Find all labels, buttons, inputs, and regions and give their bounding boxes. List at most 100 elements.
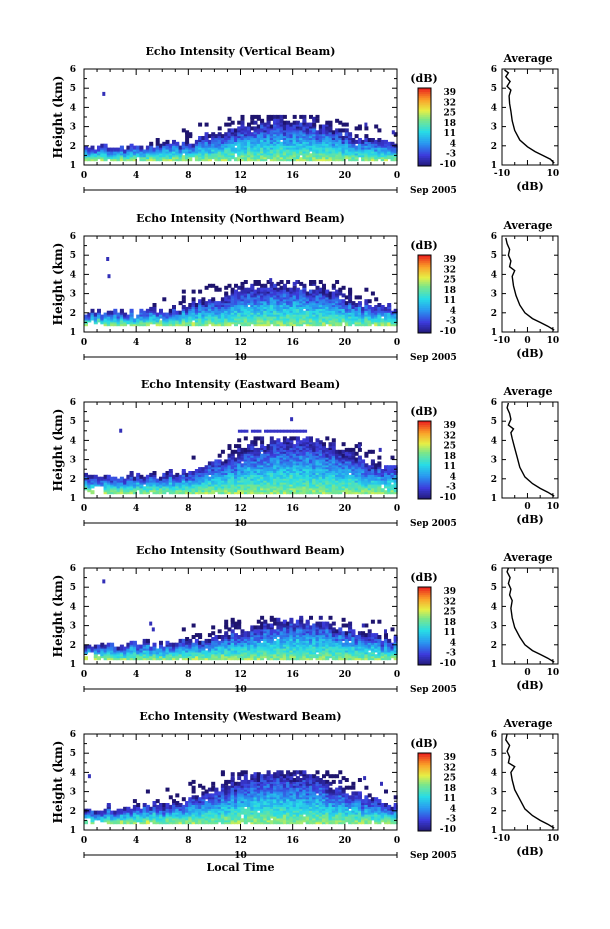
colorbar-tick-label: 39 xyxy=(443,255,456,265)
average-x-tick-label: 10 xyxy=(547,169,560,179)
colorbar-tick-label: 32 xyxy=(443,265,456,275)
average-y-tick-label: 5 xyxy=(491,417,497,427)
average-x-label: (dB) xyxy=(516,180,543,193)
colorbar-tick-label: 18 xyxy=(443,784,456,794)
y-tick-label: 5 xyxy=(70,84,76,94)
average-y-tick-label: 2 xyxy=(491,309,497,319)
date-label: 10 xyxy=(234,685,247,695)
isolated-echo xyxy=(87,774,91,779)
isolated-echo xyxy=(102,579,106,584)
average-frame xyxy=(501,68,559,166)
colorbar-tick-label: 4 xyxy=(450,139,456,149)
x-tick-label: 16 xyxy=(286,504,299,514)
y-tick-label: 2 xyxy=(70,641,76,651)
x-tick-label: 16 xyxy=(286,836,299,846)
colorbar-tick-label: 32 xyxy=(443,431,456,441)
date-suffix: Sep 2005 xyxy=(410,186,457,196)
y-axis-label: Height (km) xyxy=(51,741,65,824)
x-tick-label: 4 xyxy=(133,670,139,680)
y-tick-label: 6 xyxy=(70,232,76,242)
average-x-tick-label: 0 xyxy=(524,336,530,346)
date-suffix: Sep 2005 xyxy=(410,519,457,529)
x-tick-label: 0 xyxy=(81,338,87,348)
average-frame xyxy=(501,567,559,665)
isolated-echo xyxy=(361,623,365,628)
y-tick-label: 2 xyxy=(70,475,76,485)
y-tick-label: 3 xyxy=(70,622,76,632)
average-x-label: (dB) xyxy=(516,845,543,858)
isolated-echo xyxy=(378,447,382,452)
panel-title: Echo Intensity (Westward Beam) xyxy=(139,710,341,723)
colorbar-tick-label: -10 xyxy=(440,160,456,170)
panel-title: Echo Intensity (Southward Beam) xyxy=(136,544,345,557)
isolated-echo xyxy=(364,122,368,127)
x-tick-label: 16 xyxy=(286,670,299,680)
x-tick-label: 8 xyxy=(185,171,191,181)
heatmap-cells xyxy=(84,257,398,327)
average-y-tick-label: 5 xyxy=(491,251,497,261)
x-tick-label: 16 xyxy=(286,171,299,181)
y-tick-label: 1 xyxy=(70,660,76,670)
y-axis-label: Height (km) xyxy=(51,243,65,326)
average-x-tick-label: 10 xyxy=(547,834,560,844)
isolated-echo xyxy=(149,621,153,626)
colorbar-tick-label: 25 xyxy=(443,276,456,286)
x-tick-label: 0 xyxy=(394,338,400,348)
y-tick-label: 1 xyxy=(70,161,76,171)
y-axis-label: Height (km) xyxy=(51,409,65,492)
colorbar-tick-label: -10 xyxy=(440,327,456,337)
isolated-echo xyxy=(107,274,111,279)
average-y-tick-label: 2 xyxy=(491,807,497,817)
average-y-tick-label: 5 xyxy=(491,583,497,593)
y-tick-label: 1 xyxy=(70,826,76,836)
y-tick-label: 4 xyxy=(70,436,76,446)
colorbar-tick-label: 39 xyxy=(443,421,456,431)
y-tick-label: 3 xyxy=(70,123,76,133)
panel-2: Echo Intensity (Northward Beam)123456Hei… xyxy=(51,212,559,363)
average-y-tick-label: 3 xyxy=(491,788,497,798)
average-panel: Average 1 2 3 4 5 6 0 10 (dB) xyxy=(491,385,559,526)
average-y-tick-label: 6 xyxy=(491,65,497,75)
average-x-tick-label: -10 xyxy=(494,169,510,179)
isolated-echo xyxy=(151,627,155,632)
colorbar-tick-label: 32 xyxy=(443,597,456,607)
x-tick-label: 0 xyxy=(394,836,400,846)
y-tick-label: 4 xyxy=(70,270,76,280)
colorbar-tick-label: 39 xyxy=(443,753,456,763)
x-tick-label: 12 xyxy=(234,504,247,514)
x-tick-label: 12 xyxy=(234,338,247,348)
x-tick-label: 20 xyxy=(339,171,352,181)
x-tick-label: 4 xyxy=(133,504,139,514)
average-y-tick-label: 5 xyxy=(491,84,497,94)
y-axis-label: Height (km) xyxy=(51,575,65,658)
average-profile-line xyxy=(504,69,555,164)
average-frame xyxy=(501,733,559,831)
x-tick-label: 20 xyxy=(339,836,352,846)
x-tick-label: 12 xyxy=(234,171,247,181)
y-tick-label: 3 xyxy=(70,290,76,300)
average-y-tick-label: 3 xyxy=(491,456,497,466)
colorbar-label: (dB) xyxy=(410,737,437,750)
average-profile-line xyxy=(506,567,555,663)
average-y-tick-label: 1 xyxy=(491,660,497,670)
y-tick-label: 2 xyxy=(70,807,76,817)
colorbar-tick-label: -3 xyxy=(446,649,456,659)
average-x-label: (dB) xyxy=(516,347,543,360)
y-tick-label: 3 xyxy=(70,456,76,466)
average-y-tick-label: 1 xyxy=(491,328,497,338)
heatmap-cells xyxy=(84,417,398,495)
x-tick-label: 12 xyxy=(234,670,247,680)
isolated-echo xyxy=(391,130,395,135)
x-tick-label: 0 xyxy=(81,171,87,181)
average-y-tick-label: 2 xyxy=(491,475,497,485)
isolated-echo xyxy=(295,280,299,284)
isolated-echo xyxy=(106,257,110,261)
date-suffix: Sep 2005 xyxy=(410,851,457,861)
x-tick-label: 4 xyxy=(133,836,139,846)
average-panel: Average 1 2 3 4 5 6 -10 10 (dB) xyxy=(491,52,559,193)
y-tick-label: 2 xyxy=(70,142,76,152)
y-tick-label: 5 xyxy=(70,749,76,759)
x-tick-label: 0 xyxy=(394,504,400,514)
